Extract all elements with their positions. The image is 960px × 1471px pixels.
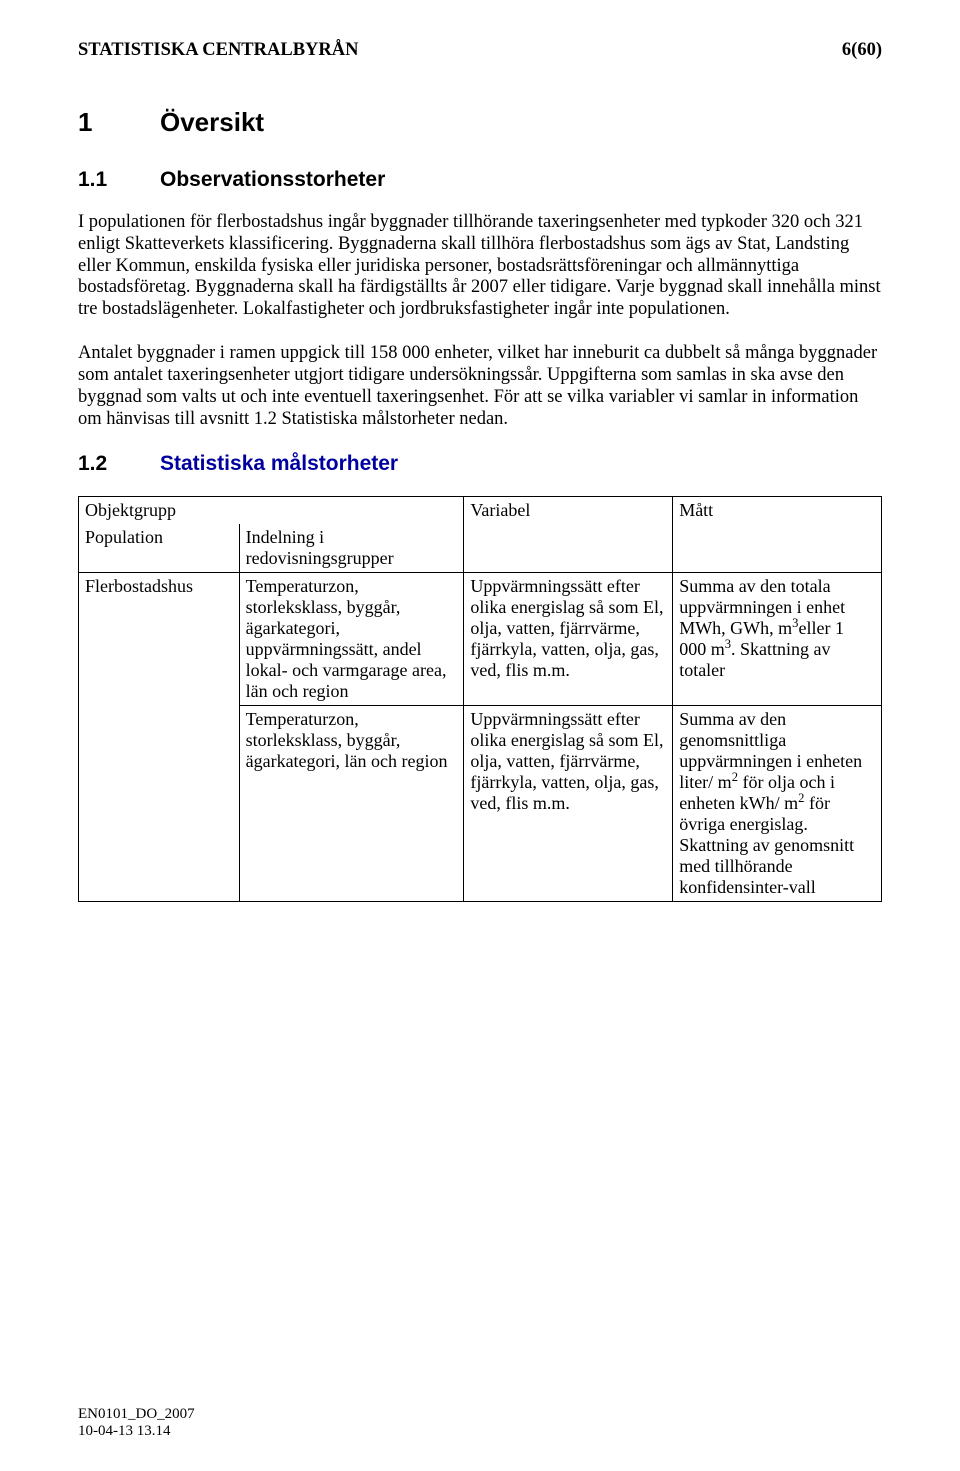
- table-header-row-1: Objektgrupp Variabel Mått: [79, 497, 882, 525]
- paragraph-2: Antalet byggnader i ramen uppgick till 1…: [78, 343, 882, 430]
- col-population: Population: [79, 524, 240, 573]
- cell-matt: Summa av den genomsnittliga uppvärmninge…: [673, 706, 882, 902]
- heading-1-number: 1: [78, 107, 160, 138]
- heading-1-2: 1.2 Statistiska målstorheter: [78, 452, 882, 476]
- heading-1-1-title: Observationsstorheter: [160, 168, 385, 192]
- paragraph-1: I populationen för flerbostadshus ingår …: [78, 212, 882, 321]
- col-matt: Mått: [673, 497, 882, 573]
- cell-indelning: Temperaturzon, storleksklass, byggår, äg…: [239, 706, 464, 902]
- cell-variabel: Uppvärmningssätt efter olika energislag …: [464, 706, 673, 902]
- header-right: 6(60): [842, 40, 882, 61]
- col-variabel: Variabel: [464, 497, 673, 573]
- heading-1-2-number: 1.2: [78, 452, 160, 476]
- header-left: STATISTISKA CENTRALBYRÅN: [78, 40, 359, 61]
- stats-table: Objektgrupp Variabel Mått Population Ind…: [78, 496, 882, 902]
- heading-1-title: Översikt: [160, 107, 264, 138]
- cell-indelning: Temperaturzon, storleksklass, byggår, äg…: [239, 573, 464, 706]
- table-row: Flerbostadshus Temperaturzon, storlekskl…: [79, 573, 882, 706]
- page: STATISTISKA CENTRALBYRÅN 6(60) 1 Översik…: [0, 0, 960, 1471]
- footer-line-1: EN0101_DO_2007: [78, 1406, 195, 1424]
- cell-population: Flerbostadshus: [79, 573, 240, 902]
- col-objektgrupp: Objektgrupp: [79, 497, 464, 525]
- heading-1-1: 1.1 Observationsstorheter: [78, 168, 882, 192]
- page-header: STATISTISKA CENTRALBYRÅN 6(60): [78, 40, 882, 61]
- heading-1-2-title: Statistiska målstorheter: [160, 452, 398, 476]
- cell-variabel: Uppvärmningssätt efter olika energislag …: [464, 573, 673, 706]
- cell-matt: Summa av den totala uppvärmningen i enhe…: [673, 573, 882, 706]
- footer-line-2: 10-04-13 13.14: [78, 1423, 195, 1441]
- page-footer: EN0101_DO_2007 10-04-13 13.14: [78, 1406, 195, 1441]
- heading-1-1-number: 1.1: [78, 168, 160, 192]
- col-indelning: Indelning i redovisningsgrupper: [239, 524, 464, 573]
- heading-1: 1 Översikt: [78, 107, 882, 138]
